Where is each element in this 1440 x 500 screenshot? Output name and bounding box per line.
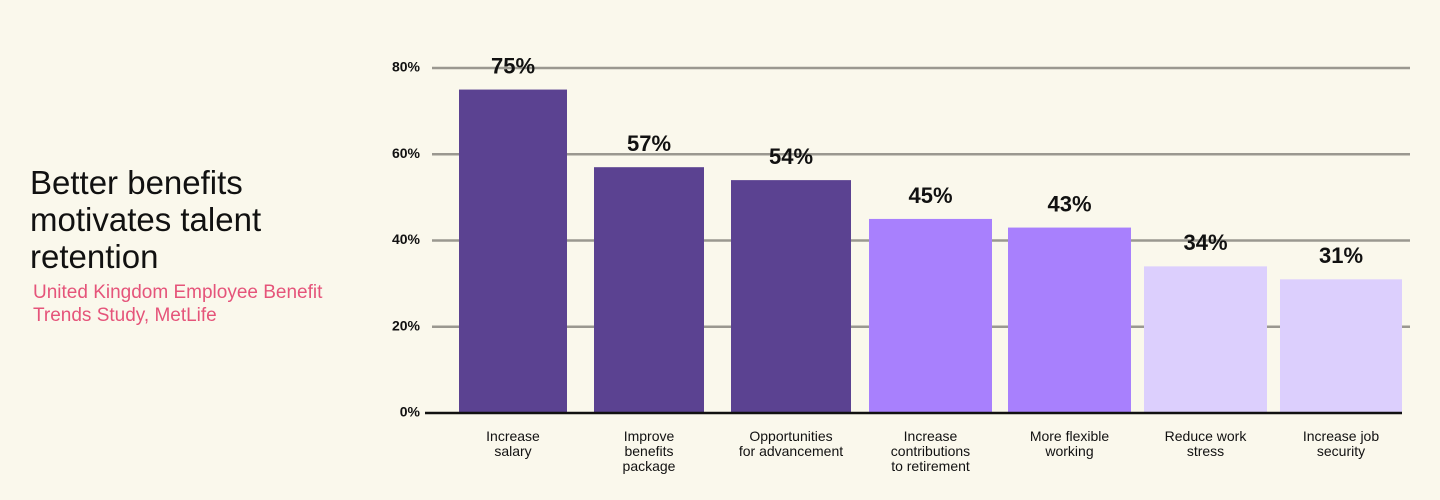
- x-tick-label: Reduce work stress: [1165, 428, 1248, 459]
- value-label: 31%: [1319, 243, 1363, 268]
- x-tick-label-line: Increase: [486, 428, 540, 444]
- x-tick-label-line: More flexible: [1030, 428, 1110, 444]
- x-tick-label-line: Improve: [624, 428, 675, 444]
- x-tick-label: Increase salary: [486, 428, 540, 459]
- x-tick-label-line: working: [1044, 443, 1093, 459]
- x-tick-label-line: package: [623, 458, 676, 474]
- x-tick-label: Opportunities for advancement: [739, 428, 843, 459]
- value-label: 75%: [491, 53, 535, 78]
- value-label: 43%: [1047, 191, 1091, 216]
- x-tick-label-line: benefits: [624, 443, 673, 459]
- x-tick-label-line: to retirement: [891, 458, 970, 474]
- x-tick-label-line: contributions: [891, 443, 970, 459]
- x-tick-label: Improve benefits package: [623, 428, 676, 474]
- x-tick-label: More flexible working: [1030, 428, 1110, 459]
- bar: [731, 180, 851, 413]
- bar: [869, 218, 992, 413]
- bar: [459, 89, 567, 413]
- y-tick-label: 40%: [392, 231, 421, 247]
- x-tick-label-line: salary: [494, 443, 531, 459]
- bar: [1144, 266, 1267, 413]
- bar: [1280, 279, 1402, 413]
- x-tick-label-line: Reduce work: [1165, 428, 1248, 444]
- y-tick-label: 80%: [392, 59, 421, 75]
- x-tick-label-line: Opportunities: [749, 428, 832, 444]
- x-tick-label-line: stress: [1187, 443, 1224, 459]
- x-tick-label: Increase job security: [1303, 428, 1379, 459]
- x-tick-label: Increase contributions to retirement: [891, 428, 970, 474]
- value-label: 54%: [769, 144, 813, 169]
- y-tick-label: 60%: [392, 145, 421, 161]
- value-label: 45%: [908, 183, 952, 208]
- y-tick-label: 20%: [392, 317, 421, 333]
- x-tick-label-line: Increase: [904, 428, 958, 444]
- chart-subtitle: United Kingdom Employee Benefit Trends S…: [33, 282, 323, 326]
- value-label: 34%: [1183, 230, 1227, 255]
- y-tick-label: 0%: [400, 404, 421, 420]
- bar: [1008, 227, 1131, 413]
- x-tick-label-line: security: [1317, 443, 1365, 459]
- chart-title: Better benefits motivates talent retenti…: [30, 164, 262, 275]
- bar: [594, 167, 704, 413]
- value-label: 57%: [627, 131, 671, 156]
- x-tick-label-line: Increase job: [1303, 428, 1379, 444]
- x-tick-label-line: for advancement: [739, 443, 843, 459]
